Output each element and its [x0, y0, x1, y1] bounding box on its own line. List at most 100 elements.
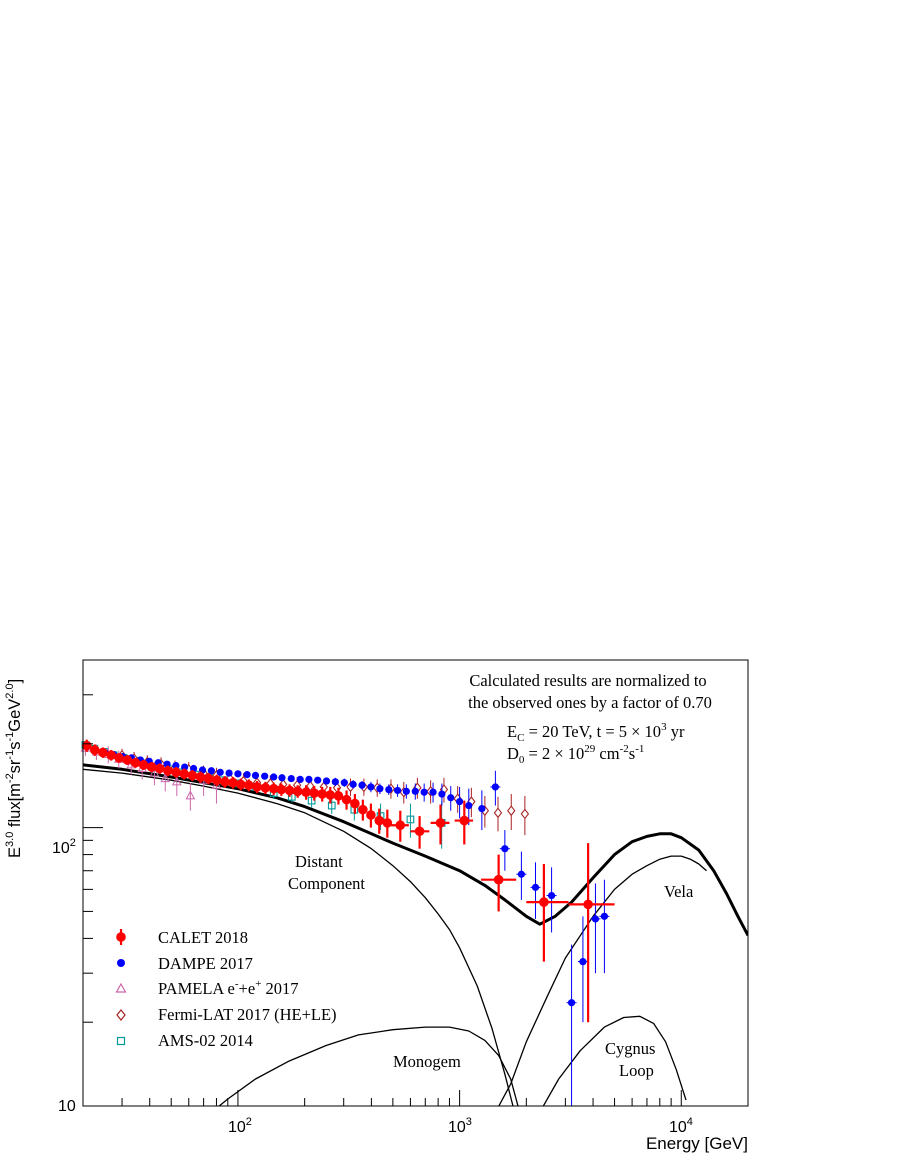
annotation-line-2: the observed ones by a factor of 0.70 [468, 693, 712, 712]
ams-02-2014-point [406, 815, 415, 824]
dampe-2017-point [287, 774, 295, 783]
dampe-2017-point [420, 788, 428, 796]
dampe-2017-point [243, 771, 251, 779]
ams-02-2014-point [327, 801, 336, 810]
legend-label-pamela: PAMELA e-+e+ 2017 [158, 978, 299, 998]
dampe-2017-point [367, 783, 375, 791]
curve-label-vela: Vela [664, 882, 694, 901]
calet-2018-point [81, 740, 92, 751]
calet-2018-point [414, 826, 425, 837]
legend-marker-fermi [116, 1009, 126, 1021]
calet-2018-point [154, 763, 165, 774]
calet-2018-point [374, 815, 385, 826]
legend-label-dampe: DAMPE 2017 [158, 954, 253, 973]
param-line-2: D0 = 2 × 1029 cm-2s-1 [507, 743, 644, 766]
calet-2018-point [244, 780, 254, 791]
dampe-2017-point [234, 770, 242, 778]
dampe-2017-point [579, 958, 587, 966]
calet-2018-point [89, 745, 100, 755]
dampe-2017-point [393, 786, 402, 795]
calet-2018-point [366, 810, 376, 820]
calet-2018-point [341, 794, 352, 805]
calet-2018-point [179, 769, 189, 779]
pamela-e-e-2017-point [149, 767, 160, 777]
calet-2018-point [138, 760, 149, 770]
calet-2018-point [195, 772, 206, 782]
dampe-2017-point [278, 774, 286, 782]
y-tick-label-100: 102 [52, 837, 76, 857]
dampe-2017-point [340, 779, 348, 787]
dampe-2017-point [447, 794, 455, 802]
dampe-2017-point [501, 845, 509, 853]
calet-2018-point [301, 787, 311, 798]
dampe-2017-point [331, 778, 339, 786]
dampe-2017-point [567, 999, 576, 1007]
dampe-2017-point [305, 775, 313, 783]
dampe-2017-point [478, 805, 486, 813]
plot-frame [82, 659, 749, 1107]
fermi-lat-2017-he-le-point [507, 805, 516, 817]
legend-marker-ams [116, 1036, 126, 1046]
pamela-e-e-2017-point [160, 773, 171, 783]
calet-2018-point [220, 777, 230, 787]
dampe-2017-point [225, 769, 233, 777]
legend-marker-pamela [115, 982, 127, 993]
dampe-2017-point [517, 870, 525, 878]
calet-2018-point [539, 897, 549, 907]
dampe-2017-point [591, 915, 600, 923]
dampe-2017-point [531, 883, 540, 891]
x-axis-label: Energy [GeV] [646, 1134, 748, 1153]
calet-2018-point [203, 773, 214, 784]
calet-2018-point [146, 762, 157, 772]
dampe-2017-point [207, 767, 215, 775]
y-tick-label-10: 10 [58, 1098, 76, 1115]
dampe-2017-point [322, 777, 331, 785]
calet-2018-point [268, 783, 279, 794]
calet-2018-point [235, 779, 246, 790]
calet-2018-point [228, 777, 238, 788]
dampe-2017-point [600, 912, 609, 920]
dampe-2017-point [438, 790, 446, 798]
x-tick-label-10000: 104 [669, 1116, 693, 1136]
x-tick-label-1000: 103 [448, 1116, 472, 1136]
dampe-2017-point [172, 762, 180, 770]
calet-2018-point [171, 767, 181, 778]
fermi-lat-2017-he-le-point [520, 808, 530, 820]
legend-label-ams: AMS-02 2014 [158, 1031, 253, 1050]
calet-2018-point [163, 765, 173, 776]
curve-label-loop: Loop [619, 1061, 654, 1080]
y-axis-label: E3.0 flux[m-2sr-1s-1GeV2.0] [4, 679, 24, 858]
calet-2018-point [382, 818, 393, 828]
axes [82, 659, 749, 1107]
calet-2018-point [130, 757, 141, 768]
legend: CALET 2018 DAMPE 2017 PAMELA e-+e+ 2017 … [115, 928, 337, 1050]
dampe-2017-point [429, 788, 437, 796]
calet-2018-point [98, 747, 108, 758]
calet-2018-point [187, 770, 198, 781]
dampe-2017-point [465, 801, 473, 810]
calet-2018-point [435, 818, 446, 828]
calet-2018-point [114, 753, 124, 763]
calet-2018-point [325, 790, 336, 800]
dampe-2017-point [261, 772, 269, 780]
calet-2018-point [260, 782, 271, 793]
calet-2018-point [252, 782, 262, 792]
dampe-2017-point [376, 785, 384, 793]
legend-marker-dampe [117, 959, 125, 967]
curve-vela [498, 855, 707, 1106]
calet-2018-point [583, 899, 593, 910]
dampe-2017-point [402, 787, 410, 795]
calet-2018-point [211, 775, 222, 786]
pamela-e-e-2017-point [185, 790, 196, 800]
dampe-2017-point [456, 798, 464, 806]
dampe-2017-point [491, 783, 499, 791]
curve-cygnus-loop [542, 1015, 687, 1106]
curve-label-cygnus: Cygnus [605, 1039, 655, 1058]
curve-monogem [218, 1026, 519, 1106]
calet-2018-point [317, 789, 328, 799]
annotation-line-1: Calculated results are normalized to [469, 671, 706, 690]
calet-2018-point [459, 815, 470, 826]
calet-2018-point [292, 786, 303, 797]
